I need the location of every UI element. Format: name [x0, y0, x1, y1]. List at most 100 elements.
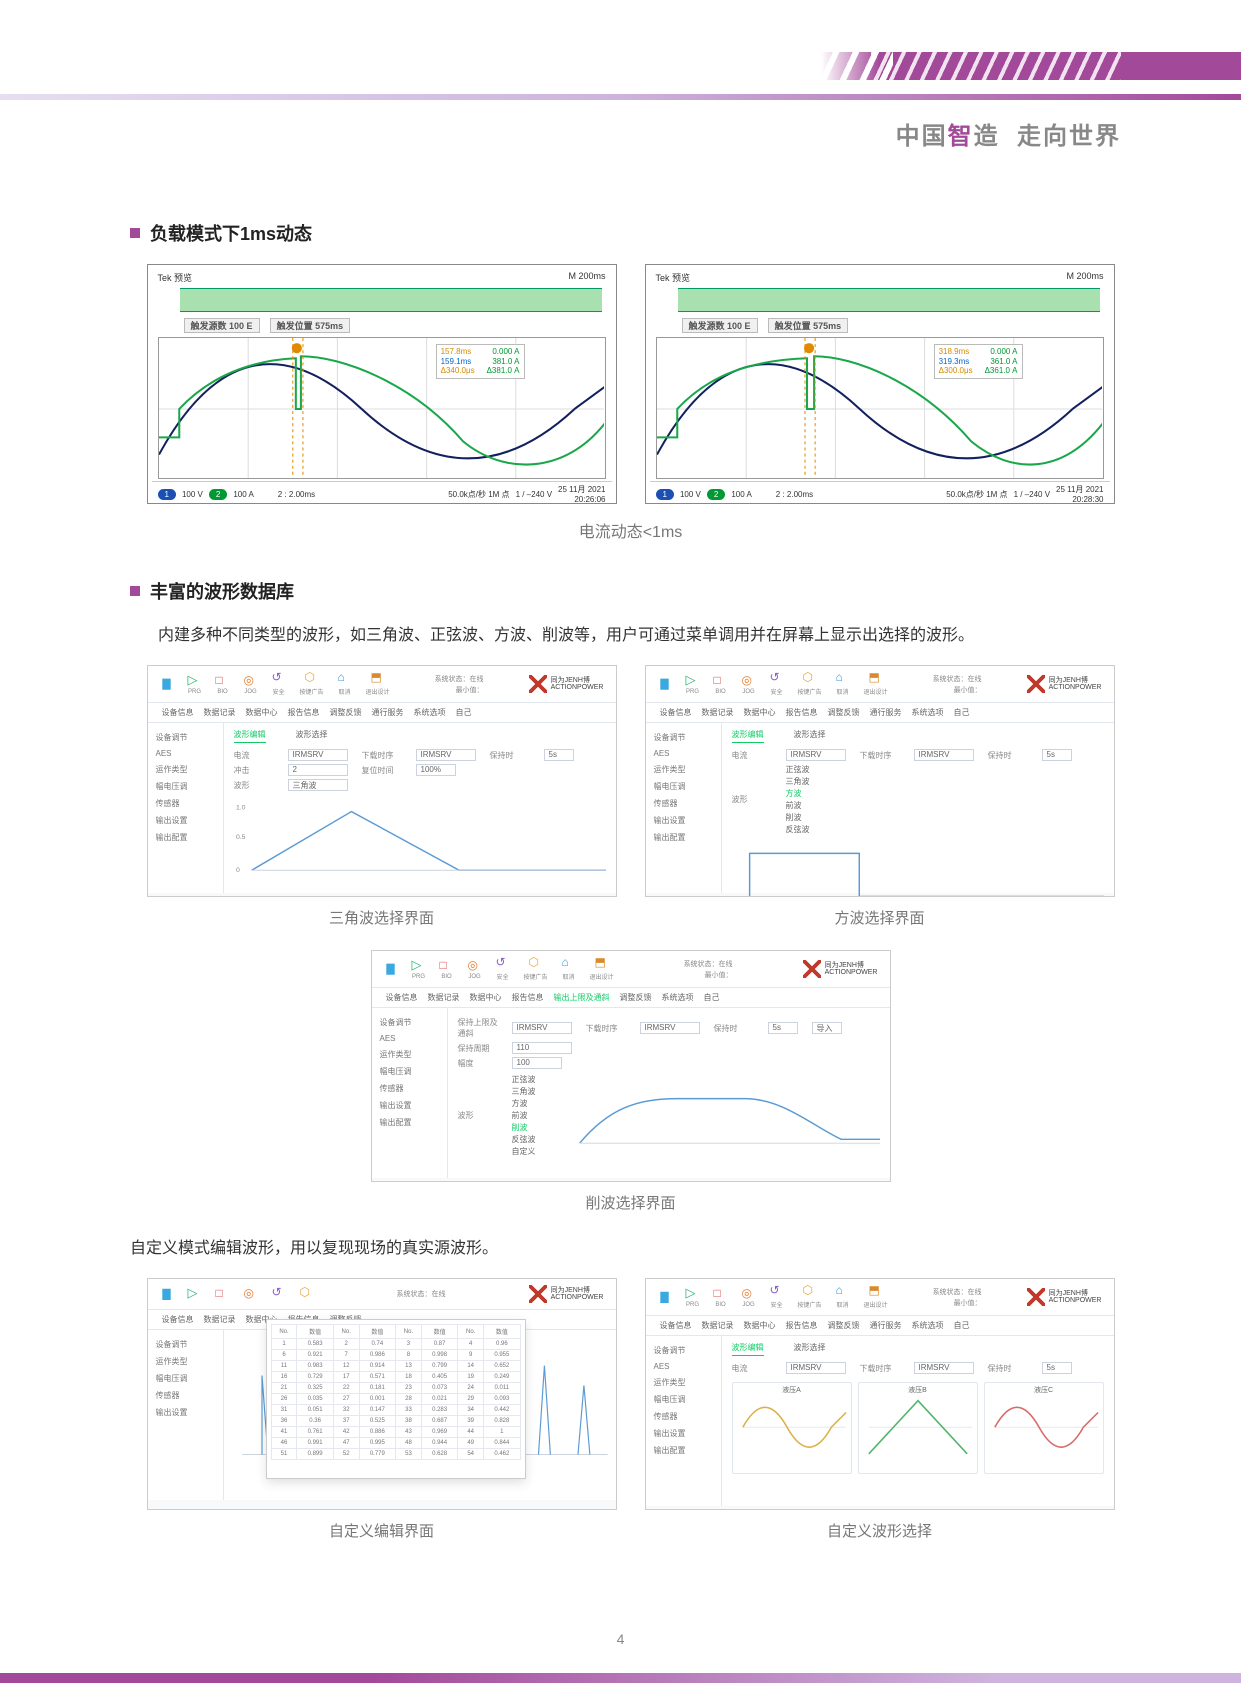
tab[interactable]: 设备信息 [162, 1314, 194, 1325]
side-item[interactable]: 设备调节 [378, 1014, 441, 1031]
side-item[interactable]: 输出配置 [652, 1442, 715, 1459]
input[interactable]: 5s [1042, 1362, 1072, 1374]
cell[interactable]: 14 [458, 1361, 484, 1372]
cell[interactable]: 33 [395, 1405, 421, 1416]
tab[interactable]: 系统选项 [912, 707, 944, 718]
cell[interactable]: 0.955 [484, 1350, 520, 1361]
cell[interactable]: 0.001 [359, 1394, 395, 1405]
cell[interactable]: 0.073 [421, 1383, 457, 1394]
input[interactable]: 100 [512, 1057, 562, 1069]
tab[interactable]: 报告信息 [786, 1320, 818, 1331]
tab[interactable]: 自己 [704, 992, 720, 1003]
subtab[interactable]: 波形编辑 [732, 729, 764, 743]
menu-icon[interactable] [160, 677, 174, 691]
cell[interactable]: 4 [458, 1339, 484, 1350]
play-icon[interactable] [188, 674, 202, 688]
cell[interactable]: 0.983 [297, 1361, 333, 1372]
cell[interactable]: 52 [333, 1449, 359, 1460]
side-item[interactable]: 设备调节 [154, 729, 217, 746]
cell[interactable]: 27 [333, 1394, 359, 1405]
opt[interactable]: 方波 [512, 1098, 536, 1109]
key-icon[interactable] [803, 672, 817, 686]
cell[interactable]: 34 [458, 1405, 484, 1416]
safe-icon[interactable] [272, 1287, 286, 1301]
cell[interactable]: 0.729 [297, 1372, 333, 1383]
side-item[interactable]: 输出配置 [652, 829, 715, 846]
tab[interactable]: 调整反馈 [828, 707, 860, 718]
cell[interactable]: 0.74 [359, 1339, 395, 1350]
cell[interactable]: 31 [271, 1405, 297, 1416]
cell[interactable]: 0.652 [484, 1361, 520, 1372]
tab[interactable]: 报告信息 [786, 707, 818, 718]
input[interactable]: IRMSRV [914, 1362, 974, 1374]
cell[interactable]: 6 [271, 1350, 297, 1361]
stop-icon[interactable] [216, 1287, 230, 1301]
side-item[interactable]: 输出设置 [652, 1425, 715, 1442]
tab[interactable]: 数据记录 [428, 992, 460, 1003]
jog-icon[interactable] [244, 1287, 258, 1301]
cell[interactable]: 9 [458, 1350, 484, 1361]
tab[interactable]: 报告信息 [288, 707, 320, 718]
subtab[interactable]: 波形编辑 [234, 729, 266, 743]
jog-icon[interactable] [742, 674, 756, 688]
home-icon[interactable] [836, 672, 850, 686]
input[interactable]: IRMSRV [416, 749, 476, 761]
tab[interactable]: 数据中心 [470, 992, 502, 1003]
input[interactable]: IRMSRV [786, 1362, 846, 1374]
tab[interactable]: 输出上限及通斜 [554, 992, 610, 1003]
cell[interactable]: 11 [271, 1361, 297, 1372]
subtab[interactable]: 波形选择 [794, 729, 826, 743]
tab[interactable]: 自己 [954, 1320, 970, 1331]
cell[interactable]: 7 [333, 1350, 359, 1361]
side-item[interactable]: 幅电压调 [154, 1370, 217, 1387]
side-item[interactable]: 运作类型 [378, 1046, 441, 1063]
play-icon[interactable] [686, 1287, 700, 1301]
key-icon[interactable] [529, 957, 543, 971]
side-item[interactable]: 传感器 [154, 1387, 217, 1404]
cell[interactable]: 1 [484, 1427, 520, 1438]
tab[interactable]: 数据记录 [702, 1320, 734, 1331]
side-item[interactable]: 输出设置 [652, 812, 715, 829]
side-item[interactable]: 设备调节 [652, 1342, 715, 1359]
opt[interactable]: 方波 [786, 788, 810, 799]
cell[interactable]: 0.921 [297, 1350, 333, 1361]
stop-icon[interactable] [440, 959, 454, 973]
tab[interactable]: 数据记录 [204, 707, 236, 718]
cell[interactable]: 32 [333, 1405, 359, 1416]
home-icon[interactable] [562, 957, 576, 971]
cell[interactable]: 0.051 [297, 1405, 333, 1416]
subtab[interactable]: 波形编辑 [732, 1342, 764, 1356]
cell[interactable]: 0.181 [359, 1383, 395, 1394]
opt[interactable]: 自定义 [512, 1146, 536, 1157]
side-item[interactable]: 运作类型 [652, 761, 715, 778]
cell[interactable]: 0.442 [484, 1405, 520, 1416]
cell[interactable]: 46 [271, 1438, 297, 1449]
tab[interactable]: 设备信息 [386, 992, 418, 1003]
tab[interactable]: 调整反馈 [330, 707, 362, 718]
cell[interactable]: 3 [395, 1339, 421, 1350]
opt[interactable]: 三角波 [512, 1086, 536, 1097]
tab[interactable]: 通行服务 [372, 707, 404, 718]
input[interactable]: 5s [544, 749, 574, 761]
input[interactable]: IRMSRV [786, 749, 846, 761]
cell[interactable]: 0.998 [421, 1350, 457, 1361]
cell[interactable]: 0.799 [421, 1361, 457, 1372]
cell[interactable]: 0.886 [359, 1427, 395, 1438]
side-item[interactable]: AES [378, 1031, 441, 1046]
cell[interactable]: 1 [271, 1339, 297, 1350]
cell[interactable]: 0.687 [421, 1416, 457, 1427]
exit-icon[interactable] [371, 672, 385, 686]
tab[interactable]: 自己 [456, 707, 472, 718]
side-item[interactable]: 设备调节 [652, 729, 715, 746]
opt[interactable]: 反弦波 [786, 824, 810, 835]
opt[interactable]: 削波 [512, 1122, 536, 1133]
side-item[interactable]: 设备调节 [154, 1336, 217, 1353]
side-item[interactable]: 运作类型 [652, 1374, 715, 1391]
tab[interactable]: 调整反馈 [828, 1320, 860, 1331]
stop-icon[interactable] [714, 674, 728, 688]
cell[interactable]: 26 [271, 1394, 297, 1405]
tab[interactable]: 自己 [954, 707, 970, 718]
input[interactable]: 5s [768, 1022, 798, 1034]
cell[interactable]: 0.899 [297, 1449, 333, 1460]
cell[interactable]: 0.283 [421, 1405, 457, 1416]
